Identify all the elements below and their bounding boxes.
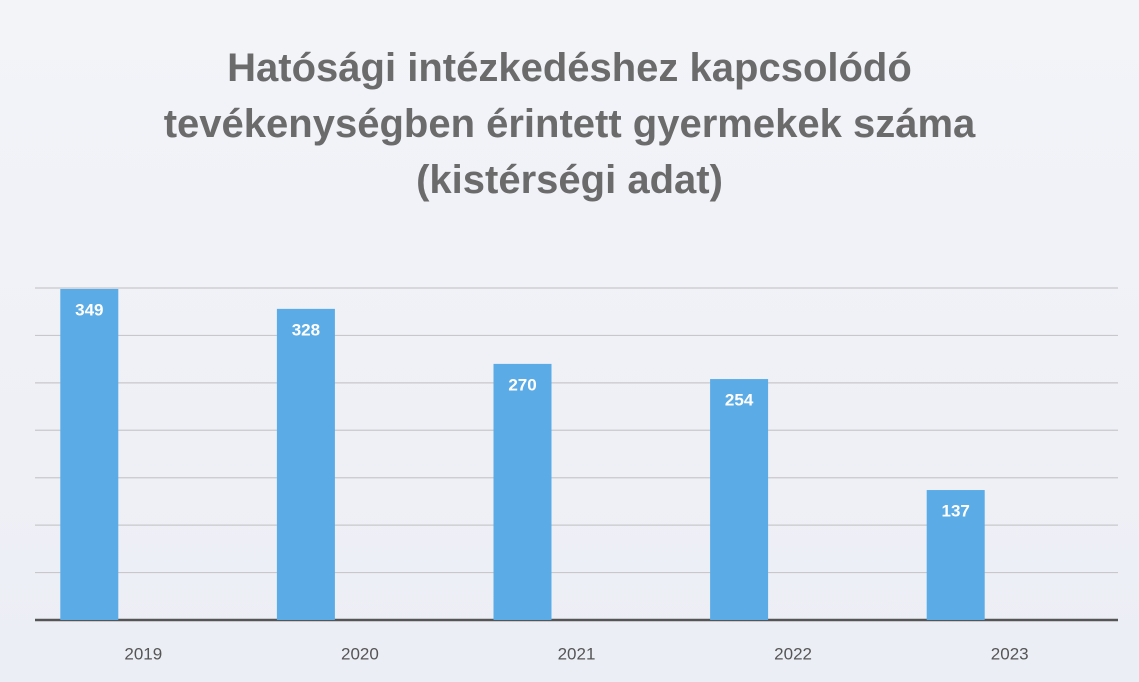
bar <box>60 288 119 620</box>
bar <box>276 308 335 620</box>
x-tick-label: 2023 <box>991 644 1029 663</box>
data-label: 137 <box>942 502 970 521</box>
x-tick-label: 2019 <box>124 644 162 663</box>
bar <box>493 363 552 620</box>
data-label: 328 <box>292 320 320 339</box>
x-tick-label: 2022 <box>774 644 812 663</box>
bar <box>710 379 769 620</box>
bar <box>926 490 985 620</box>
x-tick-label: 2021 <box>558 644 596 663</box>
data-label: 349 <box>75 300 103 319</box>
data-label: 270 <box>508 375 536 394</box>
data-label: 254 <box>725 391 754 410</box>
chart-title: Hatósági intézkedéshez kapcsolódó tevéke… <box>163 46 976 202</box>
x-tick-label: 2020 <box>341 644 379 663</box>
